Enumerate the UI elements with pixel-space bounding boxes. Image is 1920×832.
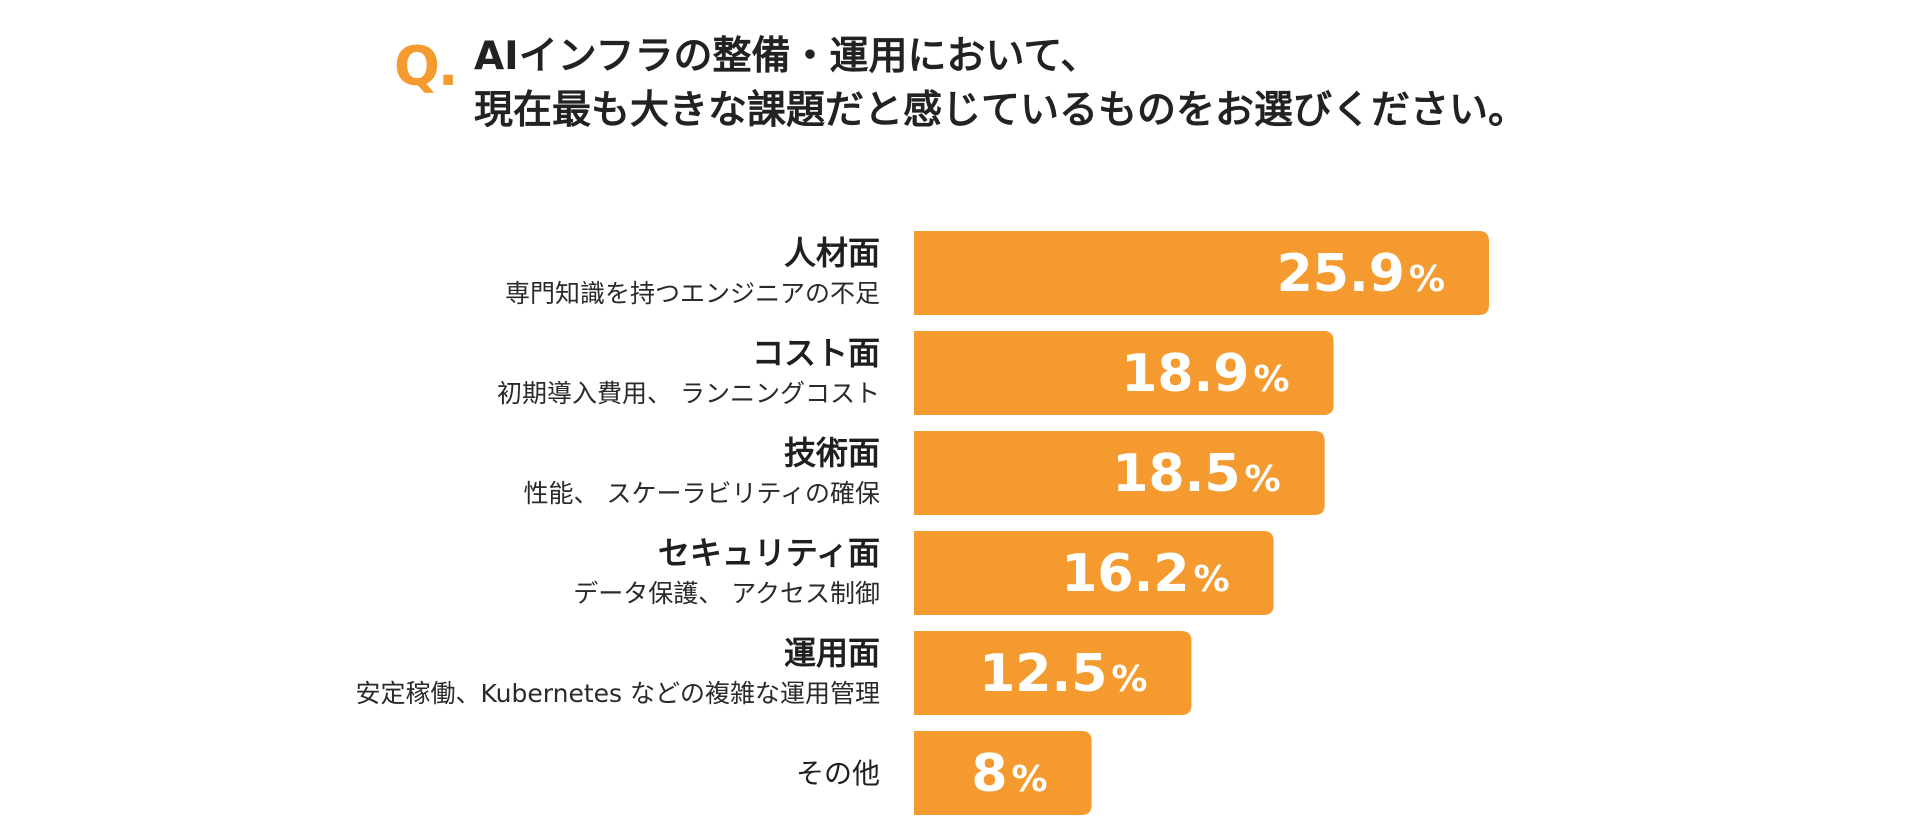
bar-value-label: 25.9% [1277, 244, 1445, 304]
category-sublabel: データ保護、 アクセス制御 [573, 579, 880, 608]
question-line-2: 現在最も大きな課題だと感じているものをお選びください。 [474, 88, 1528, 133]
bar [914, 531, 1274, 615]
bar-value-unit: % [1409, 259, 1445, 300]
category-label: 技術面 [784, 434, 880, 472]
bar-value-unit: % [1012, 759, 1048, 800]
bar-value-label: 18.9% [1121, 344, 1289, 404]
question-text: AIインフラの整備・運用において、 現在最も大きな課題だと感じているものをお選び… [474, 30, 1527, 138]
question-line-1: AIインフラの整備・運用において、 [474, 34, 1100, 79]
bar-row: 8 % その他 [796, 731, 1092, 815]
bar-value-number: 16.2 [1061, 544, 1189, 604]
bar-value-unit: % [1194, 559, 1230, 600]
bar [914, 331, 1334, 415]
bar-value-unit: % [1245, 459, 1281, 500]
category-label: セキュリティ面 [658, 534, 880, 572]
bar-value-number: 8 [971, 744, 1007, 804]
category-sublabel: 安定稼働、Kubernetes などの複雑な運用管理 [356, 679, 880, 708]
bar-value-label: 18.5% [1112, 444, 1280, 504]
bar [914, 431, 1325, 515]
bar-value-unit: % [1111, 659, 1147, 700]
bar-value-number: 25.9 [1277, 244, 1405, 304]
category-sublabel: 性能、 スケーラビリティの確保 [524, 479, 880, 508]
bar-value-label: 12.5% [979, 644, 1147, 704]
category-label: その他 [796, 757, 880, 790]
bar [914, 731, 1092, 815]
question-mark: Q. [394, 35, 458, 98]
bar-value-unit: % [1254, 359, 1290, 400]
category-label: 運用面 [784, 634, 880, 672]
bar-value-label: 16.2% [1061, 544, 1229, 604]
category-label: 人材面 [784, 234, 880, 272]
bar-value-number: 18.5 [1112, 444, 1240, 504]
category-sublabel: 初期導入費用、 ランニングコスト [497, 379, 880, 408]
bar [914, 231, 1489, 315]
bar-value-number: 18.9 [1121, 344, 1249, 404]
bar [914, 631, 1192, 715]
bar-value-label: 8% [971, 744, 1047, 804]
category-sublabel: 専門知識を持つエンジニアの不足 [505, 279, 880, 308]
bar-value-number: 12.5 [979, 644, 1107, 704]
category-label: コスト面 [752, 334, 880, 372]
